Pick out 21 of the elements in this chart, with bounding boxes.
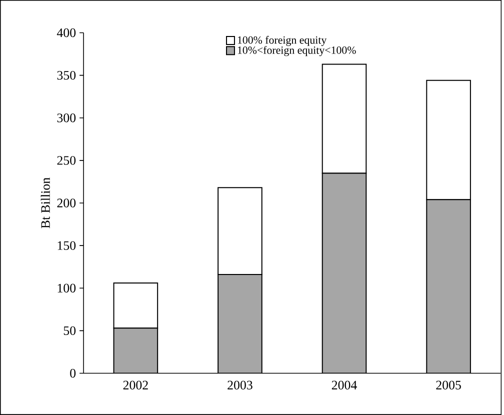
bar xyxy=(218,187,262,276)
y-tick-label: 300 xyxy=(57,114,76,122)
y-tick-label: 400 xyxy=(56,28,76,38)
bar xyxy=(322,172,367,374)
x-tick-label: 2004 xyxy=(332,380,357,390)
bar xyxy=(426,199,471,374)
bar xyxy=(218,274,262,374)
y-tick-label: 150 xyxy=(58,241,76,250)
x-tick-label: 2005 xyxy=(436,380,461,390)
x-tick-label: 2002 xyxy=(123,380,148,390)
legend-label: 100% foreign equity xyxy=(238,36,327,46)
y-tick-label: 50 xyxy=(64,326,76,336)
legend-label: 10%<foreign equity<100% xyxy=(238,46,356,56)
x-tick-label: 2003 xyxy=(228,380,252,390)
y-tick-label: 0 xyxy=(70,368,76,378)
y-axis-title: Bt Billion xyxy=(40,178,50,228)
y-tick-label: 100 xyxy=(58,284,76,292)
bar xyxy=(113,328,158,374)
y-tick-label: 350 xyxy=(57,70,76,80)
y-tick-label: 200 xyxy=(57,198,76,208)
y-tick-label: 250 xyxy=(57,156,76,165)
